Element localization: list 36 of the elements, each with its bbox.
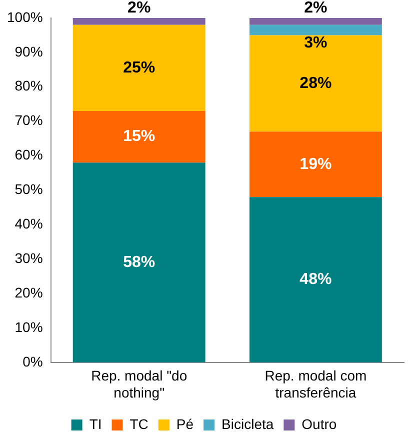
x-tick-label: Rep. modal com transferência <box>264 368 367 400</box>
y-tick-label: 90% <box>14 43 43 60</box>
data-label: 25% <box>123 59 156 76</box>
bar <box>249 132 382 198</box>
legend-label: Pé <box>176 416 194 432</box>
data-label: 3% <box>304 34 328 52</box>
data-label: 19% <box>300 156 332 173</box>
y-tick-label: 50% <box>14 181 43 198</box>
bar <box>249 24 382 36</box>
y-tick-label: 60% <box>14 146 43 163</box>
data-label: 2% <box>128 0 151 16</box>
bar <box>72 24 206 111</box>
data-label: 2% <box>304 0 328 16</box>
y-tick-label: 100% <box>6 8 43 25</box>
legend-label: TI <box>89 416 102 432</box>
bar <box>72 162 206 362</box>
y-tick-label: 80% <box>14 78 43 94</box>
bar <box>249 35 382 132</box>
data-label: 28% <box>300 74 332 92</box>
bar <box>72 110 206 163</box>
data-label: 58% <box>123 254 156 271</box>
y-tick-label: 30% <box>14 250 43 266</box>
bar <box>249 18 382 25</box>
y-tick-label: 70% <box>14 112 43 128</box>
legend-label: Bicicleta <box>222 416 274 432</box>
bar <box>249 197 382 362</box>
legend-label: TC <box>130 416 148 432</box>
y-tick-label: 10% <box>14 318 43 335</box>
y-tick-label: 40% <box>14 216 43 232</box>
data-label: 15% <box>123 128 156 146</box>
y-tick-label: 20% <box>14 284 43 300</box>
legend-label: Outro <box>302 416 337 432</box>
data-label: 48% <box>300 271 332 288</box>
bar <box>72 18 206 25</box>
x-tick-label: Rep. modal "do nothing" <box>91 368 188 400</box>
y-tick-label: 0% <box>22 353 43 370</box>
